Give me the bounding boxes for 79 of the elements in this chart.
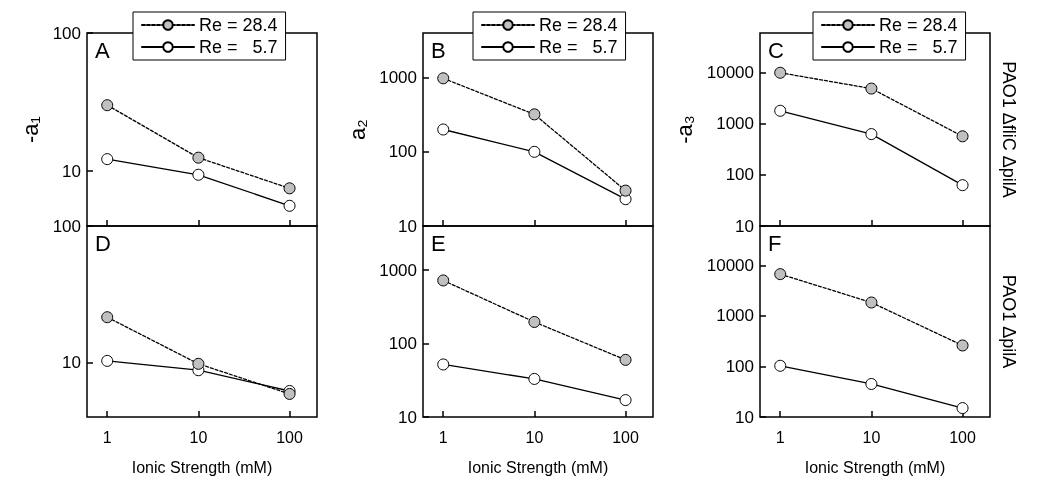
point [774, 66, 787, 79]
point [192, 168, 205, 181]
x-tick-label: 100 [612, 428, 639, 446]
y-tick-label: 10 [398, 407, 417, 427]
y-tick-label: 10 [735, 216, 754, 236]
text: PAO1 ΔpilA [999, 274, 1019, 369]
point [437, 123, 450, 136]
point [528, 372, 541, 385]
x-tick-label: 1 [438, 428, 448, 446]
y-tick-label: 10000 [706, 255, 754, 275]
legend-label: Re = 28.4 [199, 15, 278, 35]
y-tick-label: 10000 [706, 63, 754, 83]
x-axis-title: Ionic Strength (mM) [131, 458, 273, 476]
point [101, 311, 114, 324]
point [192, 357, 205, 370]
y-tick-label: 1000 [716, 114, 754, 134]
annotation: D [95, 230, 111, 256]
y-tick-label: 10 [735, 407, 754, 427]
y-tick-label: 100 [725, 165, 754, 185]
y-tick-label: 1000 [379, 68, 417, 88]
point [619, 353, 632, 366]
point [437, 72, 450, 85]
point [283, 199, 296, 212]
legend-label: Re = 28.4 [539, 15, 618, 35]
point [774, 268, 787, 281]
x-tick-label: 10 [862, 428, 881, 446]
annotation: A [95, 37, 110, 63]
y-tick-label: 1000 [379, 260, 417, 280]
y-tick-label: 1000 [716, 306, 754, 326]
legend-label: Re = 28.4 [879, 15, 958, 35]
point [865, 296, 878, 309]
y-axis-title: -a₃ [672, 115, 698, 144]
point [774, 359, 787, 372]
point [101, 354, 114, 367]
x-tick-label: 10 [189, 428, 208, 446]
x-tick-label: 100 [276, 428, 303, 446]
legend-label: Re = 5.7 [539, 37, 618, 57]
point [865, 377, 878, 390]
point [192, 151, 205, 164]
annotation: B [431, 37, 446, 63]
point [956, 339, 969, 352]
point [865, 128, 878, 141]
point [101, 99, 114, 112]
y-tick-label: 100 [52, 23, 81, 43]
point [283, 182, 296, 195]
point [619, 184, 632, 197]
annotation: F [768, 230, 782, 256]
point [956, 130, 969, 143]
legend-label: Re = 5.7 [199, 37, 278, 57]
point [528, 145, 541, 158]
y-tick-label: 10 [398, 216, 417, 236]
point [865, 82, 878, 95]
point [528, 108, 541, 121]
y-tick-label: 10 [62, 353, 81, 373]
legend-label: Re = 5.7 [879, 37, 958, 57]
x-tick-label: 10 [525, 428, 544, 446]
x-tick-label: 100 [949, 428, 976, 446]
point [619, 394, 632, 407]
y-tick-label: 100 [388, 142, 417, 162]
point [437, 358, 450, 371]
point [528, 315, 541, 328]
point [956, 179, 969, 192]
y-axis-title: -a₁ [17, 116, 43, 143]
point [774, 104, 787, 117]
point [956, 402, 969, 415]
annotation: E [431, 230, 446, 256]
y-axis-title: a₂ [344, 119, 370, 140]
x-tick-label: 1 [775, 428, 785, 446]
x-tick-label: 1 [102, 428, 112, 446]
x-axis-title: Ionic Strength (mM) [804, 458, 946, 476]
text: PAO1 ΔfliC ΔpilA [999, 61, 1019, 198]
y-tick-label: 100 [52, 216, 81, 236]
point [437, 274, 450, 287]
point [101, 153, 114, 166]
x-axis-title: Ionic Strength (mM) [467, 458, 609, 476]
y-tick-label: 100 [725, 356, 754, 376]
annotation: C [768, 37, 784, 63]
y-tick-label: 10 [62, 161, 81, 181]
y-tick-label: 100 [388, 334, 417, 354]
